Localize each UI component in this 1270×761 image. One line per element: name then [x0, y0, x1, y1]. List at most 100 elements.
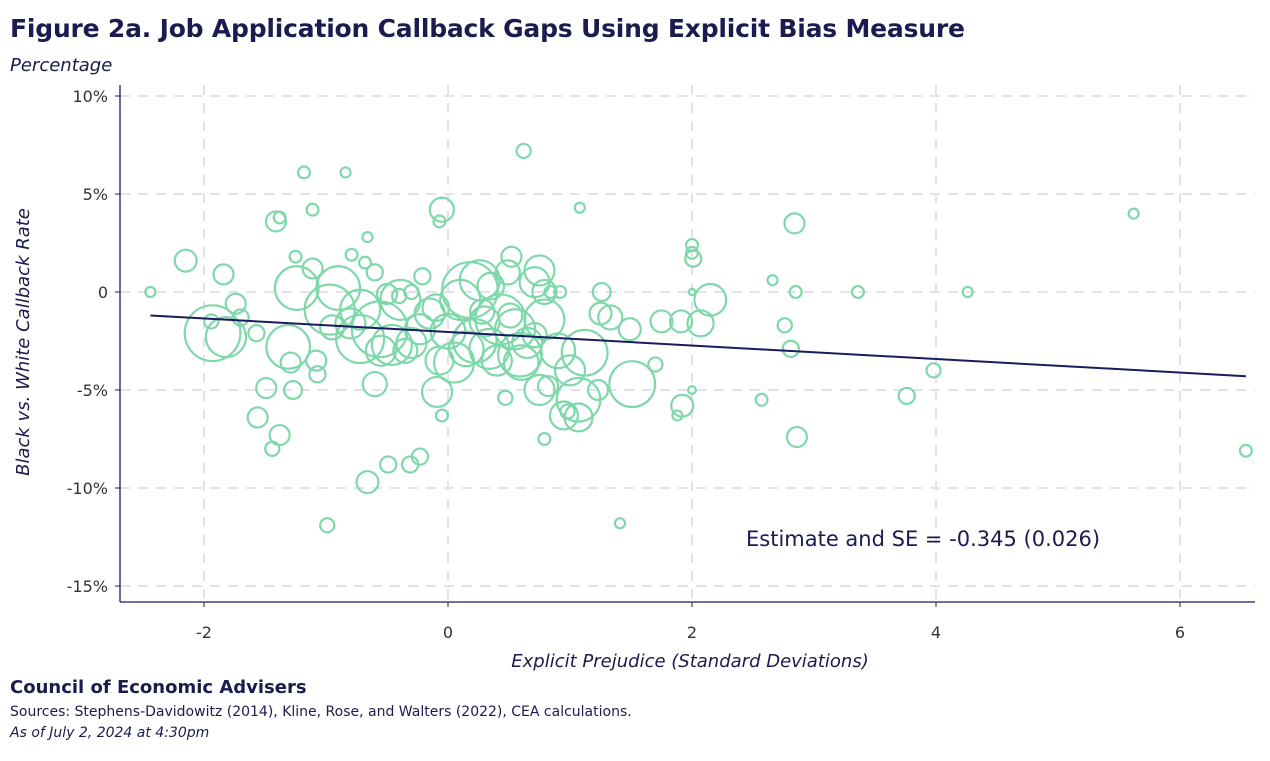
y-tick-label: 0 — [98, 283, 108, 302]
data-point — [279, 351, 302, 374]
data-point — [500, 245, 523, 268]
data-point — [925, 362, 942, 379]
data-point — [434, 408, 449, 423]
data-point — [686, 309, 715, 338]
x-axis-label: Explicit Prejudice (Standard Deviations) — [511, 651, 868, 672]
data-point — [668, 309, 694, 334]
data-point — [247, 323, 266, 343]
tick-labels: -2 0 2 4 6 10% 5% 0 -5% -10% -15% — [67, 87, 1185, 642]
data-point — [379, 455, 398, 474]
y-tick-label: -15% — [67, 577, 108, 596]
data-point — [413, 297, 446, 330]
data-point — [421, 293, 451, 323]
data-point — [370, 323, 413, 367]
page-title: Figure 2a. Job Application Callback Gaps… — [10, 14, 965, 43]
data-point — [212, 263, 235, 286]
data-point — [588, 301, 613, 326]
data-point — [246, 406, 269, 429]
data-point — [392, 337, 419, 364]
data-point — [255, 376, 278, 400]
unit-label: Percentage — [10, 55, 113, 76]
data-point — [318, 314, 346, 341]
data-point — [776, 317, 793, 334]
data-point — [339, 166, 352, 179]
as-of-note: As of July 2, 2024 at 4:30pm — [10, 725, 210, 741]
data-point — [649, 309, 674, 334]
data-point — [375, 282, 399, 306]
data-point — [476, 271, 506, 301]
x-tick-label: -2 — [196, 623, 212, 642]
organization: Council of Economic Advisers — [10, 677, 307, 698]
data-point — [288, 249, 303, 264]
data-point — [424, 345, 455, 376]
data-point — [1238, 443, 1253, 458]
data-point — [1127, 207, 1140, 220]
data-point — [428, 196, 456, 223]
data-point — [183, 304, 242, 363]
data-point — [420, 375, 454, 409]
data-point — [684, 245, 700, 260]
data-point — [497, 302, 524, 329]
axes — [119, 85, 1255, 603]
data-point — [305, 349, 328, 372]
data-point — [597, 304, 624, 331]
data-point — [447, 330, 485, 368]
data-point — [283, 379, 304, 401]
x-tick-label: 2 — [687, 623, 697, 642]
x-tick-label: 6 — [1175, 623, 1185, 642]
gridlines — [120, 85, 1255, 602]
data-point — [272, 210, 287, 225]
data-point — [144, 285, 157, 299]
data-point — [766, 274, 779, 287]
data-point — [687, 287, 697, 297]
data-point — [553, 354, 587, 387]
data-point — [203, 313, 220, 330]
data-point — [961, 285, 974, 299]
data-point — [515, 142, 532, 160]
data-point — [497, 389, 514, 407]
data-point — [355, 470, 380, 495]
data-point — [231, 308, 250, 327]
data-point — [265, 323, 312, 370]
data-point — [264, 440, 281, 457]
data-point — [432, 214, 447, 229]
data-point — [586, 378, 610, 402]
data-point — [480, 344, 513, 377]
data-point — [788, 284, 803, 300]
data-point — [493, 308, 537, 351]
sources-note: Sources: Stephens-Davidowitz (2014), Kli… — [10, 704, 632, 720]
data-point — [781, 339, 800, 359]
data-point — [361, 231, 374, 244]
data-point — [850, 284, 865, 300]
data-point — [543, 284, 558, 300]
y-axis-label: Black vs. White Callback Rate — [13, 208, 34, 476]
y-tick-label: -10% — [67, 479, 108, 498]
y-tick-label: 10% — [72, 87, 108, 106]
data-point — [308, 365, 327, 384]
data-point — [224, 292, 247, 315]
data-point — [469, 298, 496, 325]
data-point — [301, 257, 324, 280]
data-point — [573, 201, 586, 214]
data-point — [365, 263, 384, 282]
data-point — [379, 278, 422, 321]
data-point — [617, 317, 642, 342]
data-point — [315, 265, 362, 311]
y-tick-label: 5% — [83, 185, 108, 204]
x-tick-label: 4 — [931, 623, 941, 642]
data-point — [548, 400, 579, 431]
data-point — [433, 341, 476, 384]
data-point — [344, 247, 359, 262]
data-point — [494, 259, 521, 286]
data-point — [536, 374, 560, 398]
data-point — [613, 517, 627, 530]
data-point — [897, 386, 916, 406]
data-point — [297, 165, 312, 180]
data-point — [783, 212, 806, 235]
data-point — [268, 423, 291, 447]
data-point — [559, 403, 576, 420]
data-point — [553, 284, 568, 300]
data-point — [754, 392, 769, 407]
data-points — [144, 142, 1253, 534]
data-point — [687, 385, 697, 395]
